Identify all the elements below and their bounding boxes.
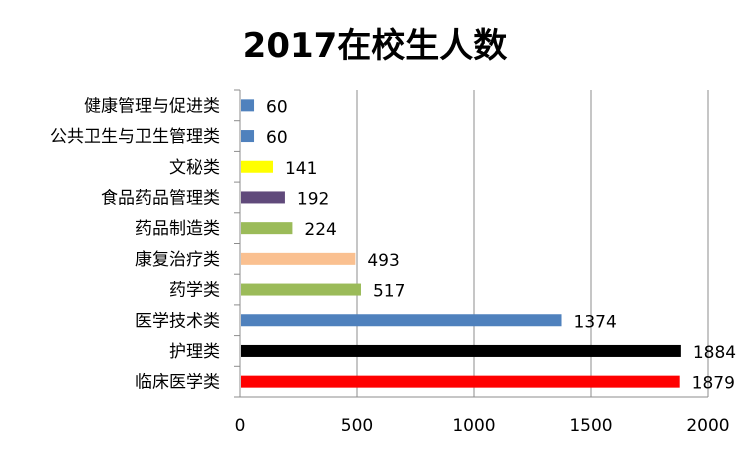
x-tick-label: 2000 (686, 416, 729, 436)
data-label: 60 (266, 97, 288, 117)
category-label: 公共卫生与卫生管理类 (50, 127, 220, 147)
x-tick-label: 0 (235, 416, 246, 436)
bar (241, 160, 273, 173)
category-label: 临床医学类 (135, 373, 220, 393)
bar (241, 130, 255, 143)
data-label: 192 (297, 189, 329, 209)
category-label: 健康管理与促进类 (84, 96, 220, 116)
bar (241, 191, 285, 204)
chart-title: 2017在校生人数 (242, 26, 508, 66)
labels: 0 500 1000 1500 2000 健康管理与促进类 60 公共卫生与卫生管理类 60 文秘… (50, 96, 736, 436)
data-label: 1879 (692, 374, 735, 394)
category-label: 康复治疗类 (135, 250, 220, 270)
data-label: 1374 (574, 312, 617, 332)
category-label: 护理类 (169, 342, 220, 362)
data-label: 1884 (693, 343, 736, 363)
category-label: 药学类 (169, 281, 220, 301)
bar (241, 375, 680, 388)
category-label: 药品制造类 (135, 219, 220, 239)
category-label: 食品药品管理类 (101, 188, 220, 208)
bar (241, 222, 293, 235)
data-label: 60 (266, 128, 288, 148)
bar (241, 344, 681, 357)
category-label: 医学技术类 (135, 311, 220, 331)
data-label: 493 (367, 251, 399, 271)
category-label: 文秘类 (169, 158, 220, 178)
data-label: 224 (304, 220, 336, 240)
bars (241, 99, 681, 388)
data-label: 517 (373, 282, 405, 302)
x-tick-label: 500 (341, 416, 373, 436)
bar (241, 283, 361, 296)
axes (234, 89, 708, 398)
x-tick-label: 1000 (452, 416, 495, 436)
data-label: 141 (285, 159, 317, 179)
x-tick-label: 1500 (569, 416, 612, 436)
bar (241, 314, 562, 327)
bar (241, 99, 255, 112)
bar (241, 252, 356, 265)
